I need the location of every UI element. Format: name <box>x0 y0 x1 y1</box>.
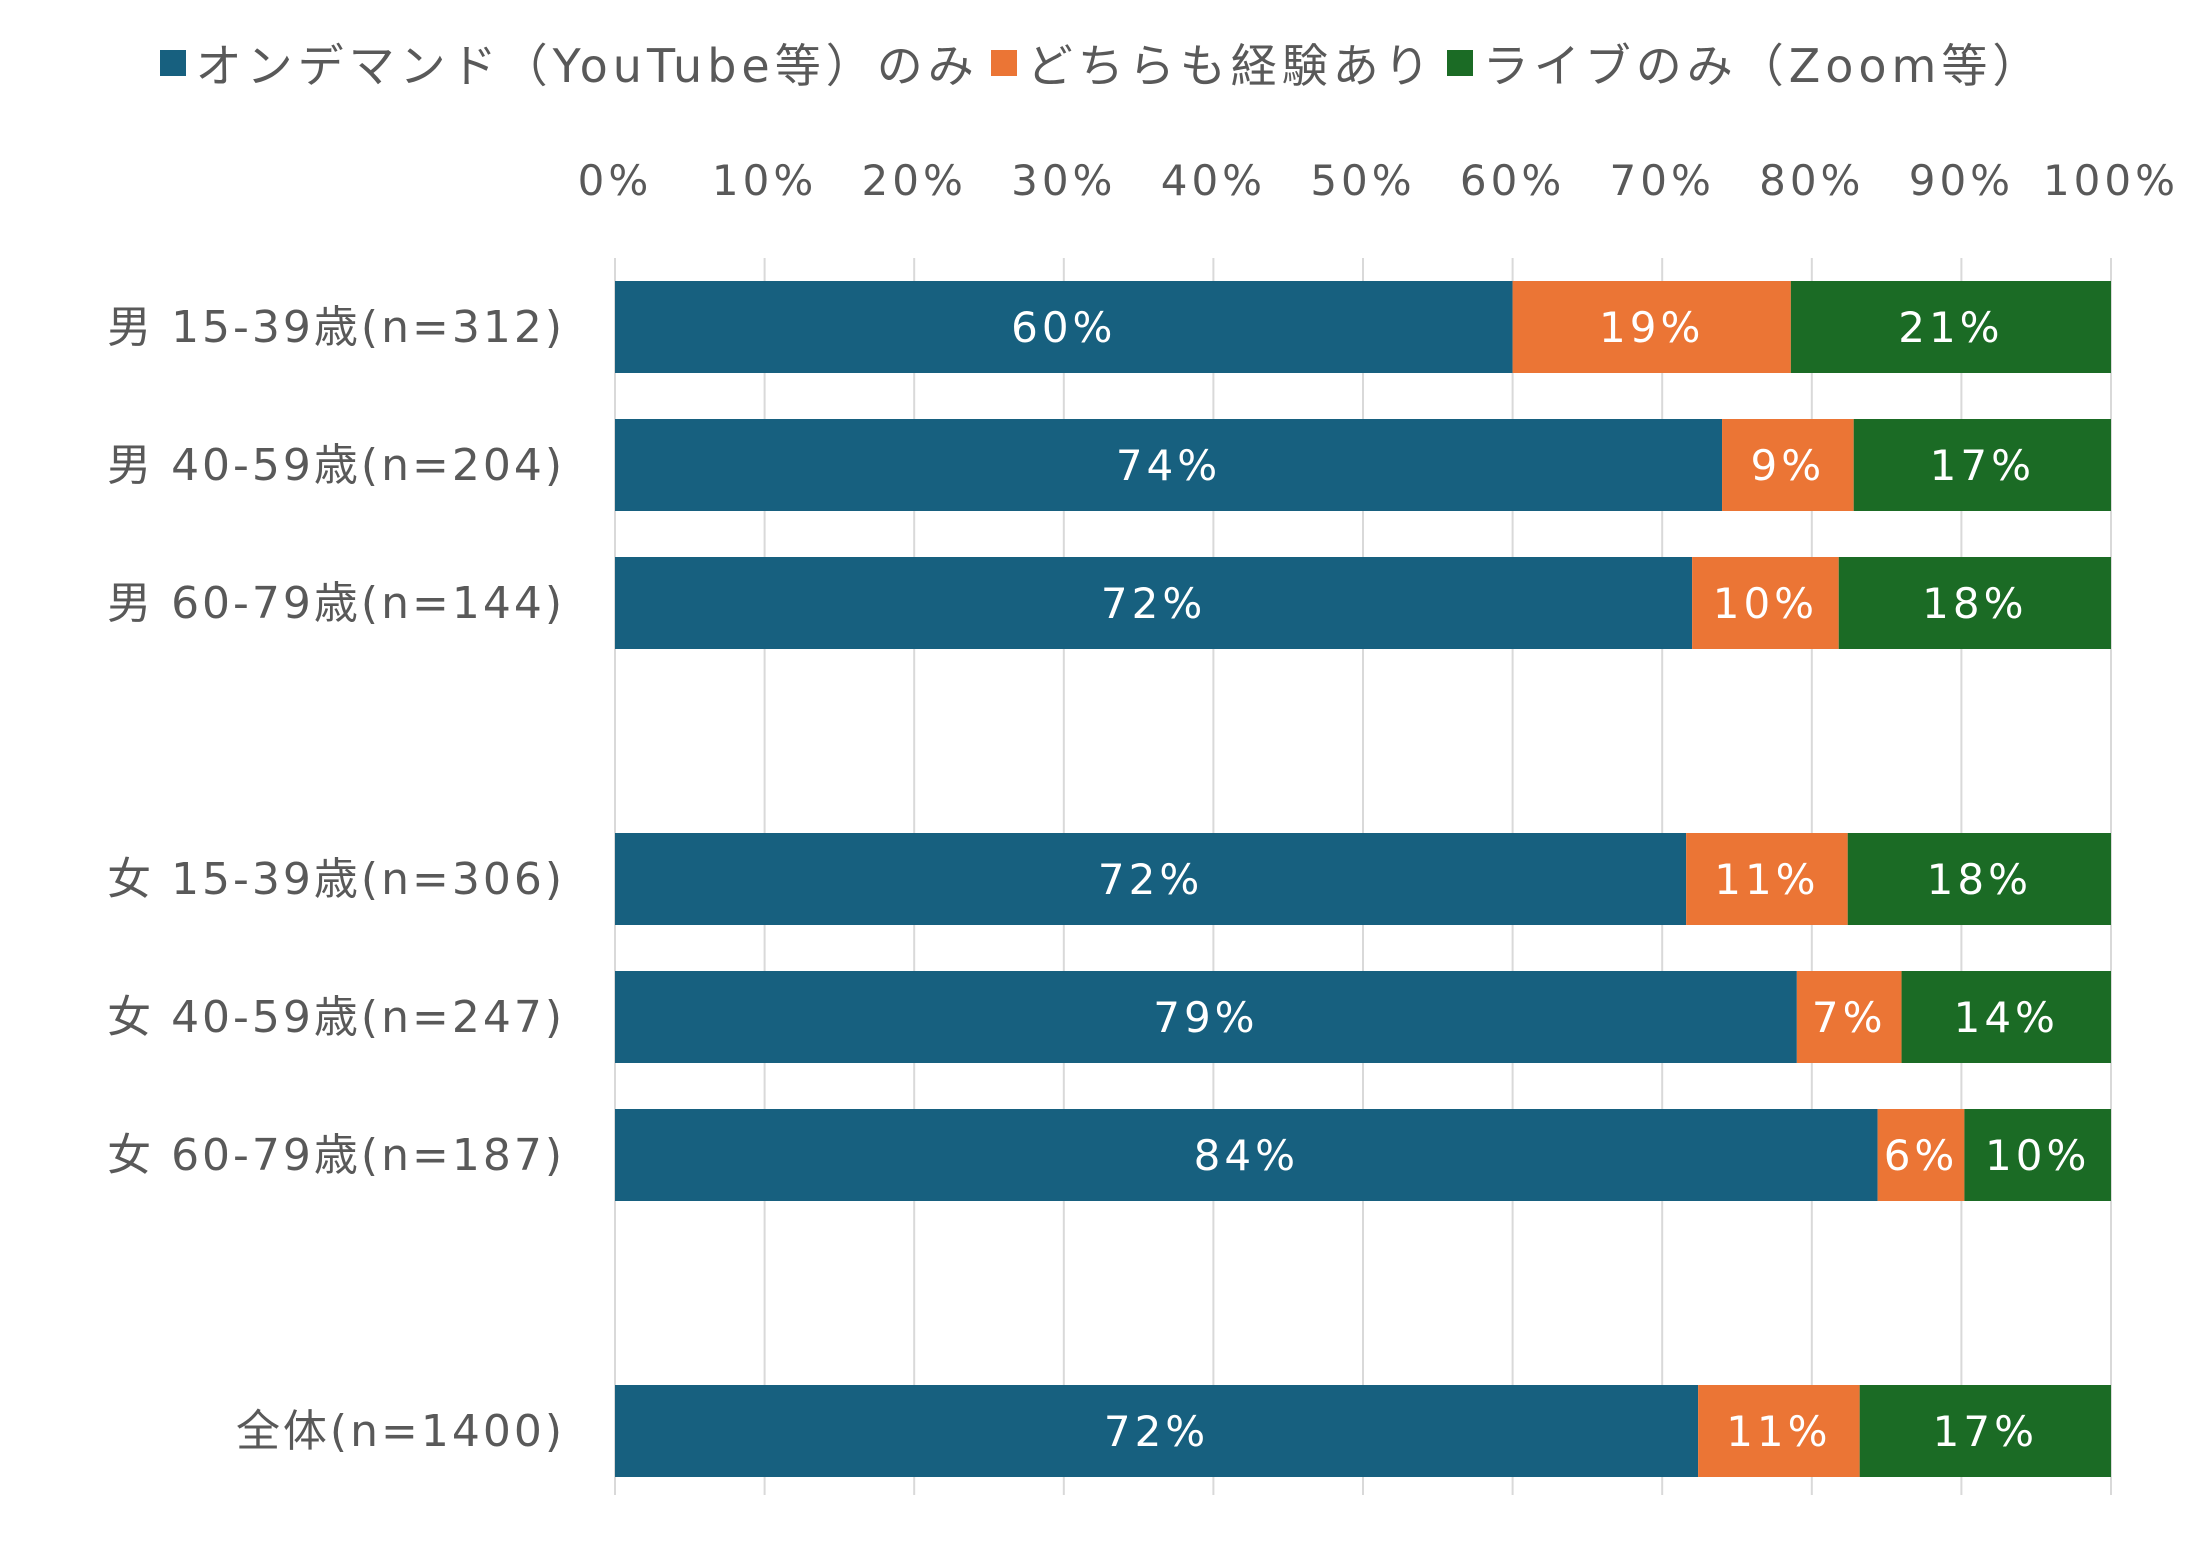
bar-segment <box>1698 1385 1860 1477</box>
data-label: 72% <box>1104 1407 1209 1456</box>
x-tick-label: 50% <box>1310 156 1415 205</box>
data-label: 11% <box>1714 855 1819 904</box>
data-label: 74% <box>1116 441 1221 490</box>
bar-segment <box>1796 971 1902 1063</box>
bar-segment <box>1838 557 2111 649</box>
data-label: 11% <box>1726 1407 1831 1456</box>
bar-segment <box>615 557 1693 649</box>
x-tick-label: 20% <box>862 156 967 205</box>
bar-segment <box>1853 419 2111 511</box>
x-tick-label: 30% <box>1011 156 1116 205</box>
data-label: 72% <box>1098 855 1203 904</box>
legend-label: オンデマンド（YouTube等）のみ <box>195 39 979 93</box>
data-label: 18% <box>1922 579 2027 628</box>
data-label: 10% <box>1713 579 1818 628</box>
x-tick-label: 70% <box>1610 156 1715 205</box>
category-label: 男 40-59歳(n=204) <box>107 440 565 491</box>
data-label: 14% <box>1954 993 2059 1042</box>
data-label: 79% <box>1153 993 1258 1042</box>
category-label: 男 15-39歳(n=312) <box>107 302 565 353</box>
data-label: 17% <box>1933 1407 2038 1456</box>
x-tick-label: 90% <box>1909 156 2014 205</box>
x-tick-label: 10% <box>712 156 817 205</box>
category-label: 男 60-79歳(n=144) <box>107 578 565 629</box>
data-label: 9% <box>1751 441 1826 490</box>
x-tick-label: 0% <box>578 156 653 205</box>
bar-segment <box>1877 1109 1965 1201</box>
x-tick-label: 60% <box>1460 156 1565 205</box>
data-label: 21% <box>1898 303 2003 352</box>
bar-segment <box>1964 1109 2111 1201</box>
legend-swatch <box>990 50 1017 76</box>
bar-segment <box>615 1109 1878 1201</box>
chart-legend: オンデマンド（YouTube等）のみ どちらも経験あり ライブのみ（Zoom等） <box>0 30 2203 96</box>
x-tick-label: 100% <box>2043 156 2179 205</box>
data-label: 19% <box>1599 303 1704 352</box>
data-label: 6% <box>1884 1131 1959 1180</box>
bar-segment <box>615 419 1723 511</box>
bar-segment <box>1847 833 2111 925</box>
x-tick-label: 80% <box>1759 156 1864 205</box>
bar-segment <box>615 1385 1699 1477</box>
data-label: 7% <box>1812 993 1887 1042</box>
bar-segment <box>1512 281 1791 373</box>
bar-segment <box>1901 971 2111 1063</box>
bar-segment <box>615 833 1687 925</box>
category-label: 全体(n=1400) <box>236 1406 565 1457</box>
bar-segment <box>1859 1385 2111 1477</box>
data-label: 10% <box>1985 1131 2090 1180</box>
bar-segment <box>615 971 1797 1063</box>
x-tick-label: 40% <box>1161 156 1266 205</box>
category-label: 女 15-39歳(n=306) <box>107 854 565 905</box>
legend-label: ライブのみ（Zoom等） <box>1482 39 2044 93</box>
legend-item: オンデマンド（YouTube等）のみ <box>159 30 979 96</box>
data-label: 18% <box>1927 855 2032 904</box>
data-label: 60% <box>1011 303 1116 352</box>
bar-segment <box>1722 419 1854 511</box>
legend-label: どちらも経験あり <box>1026 39 1435 93</box>
bar-segment <box>1692 557 1839 649</box>
data-label: 84% <box>1194 1131 1299 1180</box>
category-label: 女 40-59歳(n=247) <box>107 992 565 1043</box>
bar-segment <box>615 281 1513 373</box>
data-label: 17% <box>1930 441 2035 490</box>
legend-swatch <box>159 50 186 76</box>
data-label: 72% <box>1101 579 1206 628</box>
legend-item: どちらも経験あり <box>990 30 1435 96</box>
bar-segment <box>1790 281 2111 373</box>
bar-segment <box>1686 833 1848 925</box>
legend-swatch <box>1446 50 1473 76</box>
legend-item: ライブのみ（Zoom等） <box>1446 30 2044 96</box>
category-label: 女 60-79歳(n=187) <box>107 1130 565 1181</box>
